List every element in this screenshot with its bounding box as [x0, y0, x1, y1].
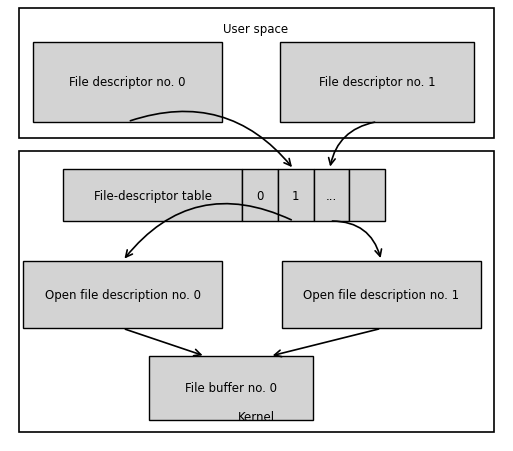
FancyBboxPatch shape [19, 152, 494, 432]
FancyBboxPatch shape [349, 170, 385, 221]
FancyBboxPatch shape [280, 43, 474, 122]
FancyBboxPatch shape [278, 170, 313, 221]
Text: User space: User space [224, 23, 289, 36]
Text: 0: 0 [256, 189, 264, 202]
FancyBboxPatch shape [19, 9, 494, 138]
FancyBboxPatch shape [313, 170, 349, 221]
Text: ...: ... [326, 189, 337, 202]
Text: Kernel: Kernel [238, 410, 274, 423]
FancyBboxPatch shape [23, 261, 222, 329]
Text: Open file description no. 1: Open file description no. 1 [303, 289, 459, 301]
Text: Open file description no. 0: Open file description no. 0 [45, 289, 201, 301]
FancyBboxPatch shape [63, 170, 242, 221]
FancyBboxPatch shape [33, 43, 222, 122]
FancyBboxPatch shape [282, 261, 481, 329]
Text: 1: 1 [292, 189, 300, 202]
FancyBboxPatch shape [242, 170, 278, 221]
Text: File buffer no. 0: File buffer no. 0 [185, 382, 277, 395]
FancyBboxPatch shape [149, 356, 313, 420]
Text: File descriptor no. 0: File descriptor no. 0 [69, 76, 186, 89]
Text: File descriptor no. 1: File descriptor no. 1 [319, 76, 435, 89]
Text: File-descriptor table: File-descriptor table [93, 189, 211, 202]
